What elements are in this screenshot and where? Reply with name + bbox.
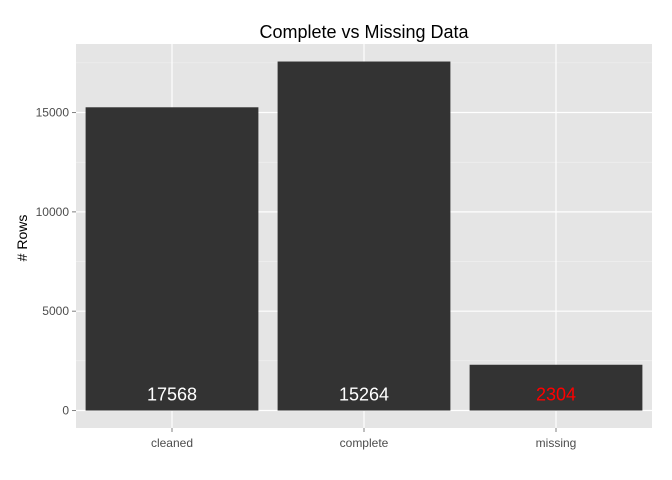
x-tick-label: cleaned [151, 436, 193, 450]
bar-value-label: 15264 [339, 385, 389, 405]
bar-value-label: 2304 [536, 385, 576, 405]
y-tick-label: 5000 [42, 304, 69, 318]
bar-value-label: 17568 [147, 385, 197, 405]
x-tick-label: missing [536, 436, 577, 450]
bar-value-labels: 17568 15264 2304 [147, 385, 576, 405]
bars [85, 61, 643, 411]
x-axis-ticks: cleaned complete missing [151, 428, 576, 450]
bar-missing [469, 364, 643, 411]
y-tick-label: 15000 [36, 106, 70, 120]
x-tick-label: complete [340, 436, 389, 450]
y-tick-label: 0 [62, 404, 69, 418]
chart-title: Complete vs Missing Data [259, 22, 469, 42]
bar-cleaned [85, 107, 259, 411]
y-axis-label: # Rows [14, 215, 30, 262]
y-tick-label: 10000 [36, 205, 70, 219]
bar-complete [277, 61, 451, 411]
y-axis-ticks: 0 5000 10000 15000 [36, 106, 76, 418]
